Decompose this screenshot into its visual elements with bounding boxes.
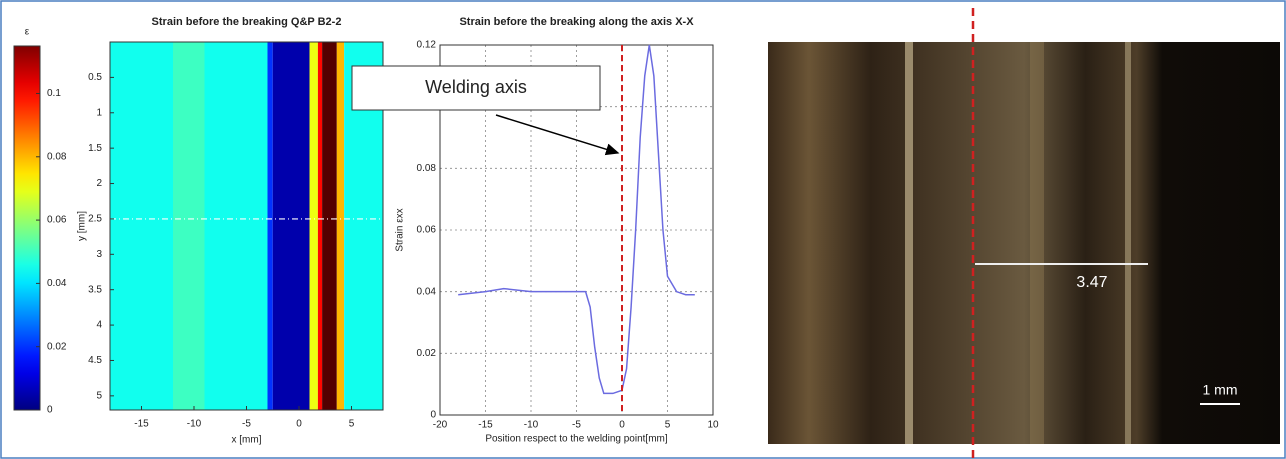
colorbar-tick-label: 0.08 <box>47 151 67 162</box>
y-tick-label: 2 <box>96 178 102 189</box>
annotation-text: Welding axis <box>425 77 527 97</box>
y-tick-label: 0.5 <box>88 72 102 83</box>
colorbar-tick-label: 0.06 <box>47 215 67 226</box>
x-tick-label: -5 <box>242 419 251 430</box>
x-tick-label: 0 <box>619 420 625 431</box>
photo-stripe <box>905 42 913 444</box>
y-tick-label: 5 <box>96 390 102 401</box>
colorbar-tick-label: 0.04 <box>47 278 67 289</box>
x-axis-label: Position respect to the welding point[mm… <box>485 434 668 445</box>
y-tick-label: 1.5 <box>88 143 102 154</box>
y-axis-label: Strain εxx <box>395 208 406 251</box>
x-tick-label: -15 <box>134 419 149 430</box>
annotation-arrow <box>495 114 620 156</box>
x-tick-label: -5 <box>572 420 581 431</box>
x-tick-label: -20 <box>433 420 448 431</box>
y-tick-label: 1 <box>96 107 102 118</box>
heat-cell <box>173 42 205 410</box>
photo-stripe <box>1030 42 1044 444</box>
x-tick-label: -15 <box>478 420 493 431</box>
chart-title: Strain before the breaking along the axi… <box>459 16 694 28</box>
heat-cell <box>267 42 273 410</box>
measurement: 3.47 <box>1076 274 1107 291</box>
y-tick-label: 3 <box>96 249 102 260</box>
chart-title: Strain before the breaking Q&P B2-2 <box>152 16 342 28</box>
x-axis-label: x [mm] <box>232 435 262 446</box>
photo <box>768 42 1280 444</box>
x-tick-label: 0 <box>296 419 302 430</box>
colorbar-label: ε <box>25 27 30 38</box>
heat-cell <box>322 42 337 410</box>
y-tick-label: 0.04 <box>417 286 437 297</box>
heat-cell <box>317 42 323 410</box>
y-tick-label: 4.5 <box>88 355 102 366</box>
x-tick-label: 5 <box>665 420 671 431</box>
x-tick-label: 10 <box>707 420 719 431</box>
y-tick-label: 3.5 <box>88 284 102 295</box>
colorbar-tick-label: 0.02 <box>47 341 67 352</box>
heat-cell <box>309 42 318 410</box>
colorbar-tick-label: 0.1 <box>47 88 61 99</box>
y-tick-label: 0.08 <box>417 163 437 174</box>
x-tick-label: -10 <box>524 420 539 431</box>
scale-bar-label: 1 mm <box>1203 382 1238 398</box>
heat-cell <box>204 42 268 410</box>
y-tick-label: 0.02 <box>417 348 437 359</box>
colorbar <box>13 45 41 411</box>
y-tick-label: 0.06 <box>417 225 437 236</box>
colorbar-tick-label: 0 <box>47 405 53 416</box>
heat-cell <box>110 42 173 410</box>
x-tick-label: -10 <box>187 419 202 430</box>
y-tick-label: 4 <box>96 320 102 331</box>
plot-frame <box>439 44 714 416</box>
heat-cell <box>272 42 310 410</box>
photo-stripe <box>1125 42 1131 444</box>
y-tick-label: 2.5 <box>88 214 102 225</box>
y-axis-label: y [mm] <box>77 211 88 241</box>
y-tick-label: 0.12 <box>417 40 437 51</box>
annotation-box <box>351 65 601 111</box>
heat-cell <box>336 42 345 410</box>
y-tick-label: 0 <box>430 410 436 421</box>
micrograph: 3.47 1 mm <box>768 8 1280 459</box>
data-line <box>458 44 695 395</box>
x-tick-label: 5 <box>349 419 355 430</box>
